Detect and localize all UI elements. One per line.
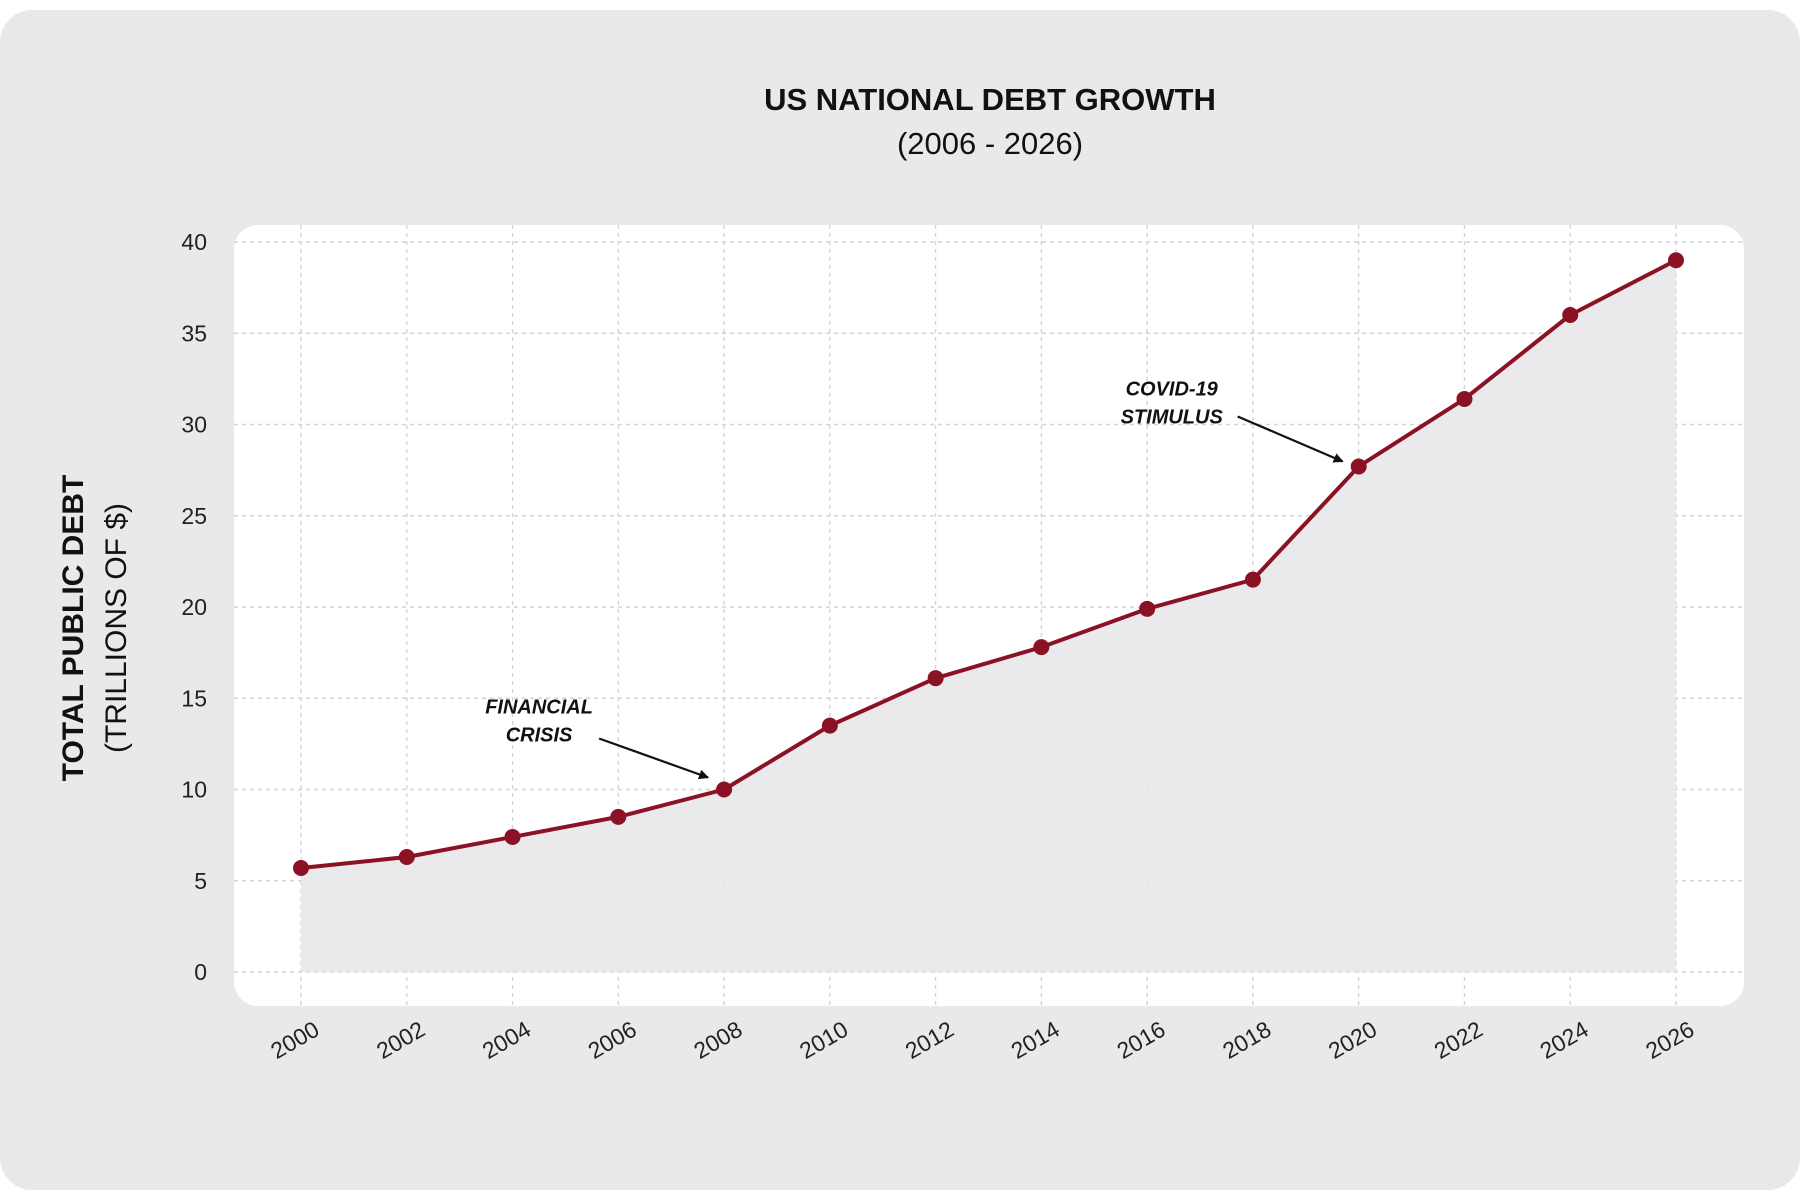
data-point: [293, 859, 309, 876]
data-point: [398, 849, 415, 866]
data-point: [821, 717, 838, 734]
series-line: [299, 258, 1678, 870]
y-tick-label: 30: [181, 412, 207, 438]
x-tick-label: 2018: [1218, 1016, 1275, 1064]
data-point: [1350, 458, 1367, 475]
data-point: [1562, 307, 1579, 323]
x-tick-label: 2002: [372, 1016, 429, 1064]
y-axis-ticks: 0 5 10 15 20 25 30 35 40: [181, 229, 207, 985]
x-tick-label: 2010: [795, 1016, 852, 1064]
annotation-text: FINANCIAL: [485, 697, 593, 719]
y-axis-unit-label: (TRILLIONS OF $): [100, 503, 133, 753]
data-point: [1668, 252, 1684, 269]
data-point: [610, 808, 627, 825]
annotation-text: CRISIS: [506, 725, 573, 747]
x-tick-label: 2012: [901, 1016, 958, 1064]
x-tick-label: 2026: [1641, 1016, 1698, 1064]
annotation-arrow: [1237, 415, 1344, 463]
chart-title: US NATIONAL DEBT GROWTH: [764, 82, 1216, 117]
y-tick-label: 25: [181, 503, 207, 529]
y-tick-label: 5: [194, 868, 207, 894]
x-tick-label: 2006: [583, 1016, 640, 1064]
x-tick-label: 2020: [1324, 1016, 1381, 1064]
y-tick-label: 0: [194, 959, 207, 985]
annotation-arrow: [598, 737, 710, 780]
data-point: [1033, 639, 1050, 656]
y-tick-label: 20: [181, 594, 207, 620]
y-axis-label: TOTAL PUBLIC DEBT: [57, 475, 90, 782]
data-point: [716, 781, 733, 798]
annotation-text: COVID-19: [1126, 378, 1219, 400]
data-point: [1244, 571, 1261, 588]
y-tick-label: 35: [181, 320, 207, 346]
y-tick-label: 10: [181, 777, 207, 803]
data-point: [1139, 600, 1156, 617]
x-tick-label: 2024: [1535, 1016, 1592, 1064]
x-axis-ticks: 2000 2002 2004 2006 2008 2010 2012 2014 2016 2018…: [266, 1016, 1698, 1064]
data-point: [1456, 390, 1473, 407]
x-tick-label: 2016: [1112, 1016, 1169, 1064]
annotations: FINANCIAL CRISIS COVID-19 STIMULUS: [485, 378, 1344, 780]
y-tick-label: 15: [181, 685, 207, 711]
y-tick-label: 40: [181, 229, 207, 255]
x-tick-label: 2000: [266, 1016, 323, 1064]
series-line-layer: [299, 258, 1678, 870]
annotation-text: STIMULUS: [1121, 406, 1224, 428]
area-fill-layer: [301, 260, 1676, 972]
x-tick-label: 2008: [689, 1016, 746, 1064]
data-point: [504, 828, 521, 845]
x-tick-label: 2014: [1007, 1016, 1064, 1064]
area-fill: [301, 260, 1676, 972]
data-point: [927, 670, 944, 687]
data-points: [293, 252, 1684, 876]
x-tick-label: 2022: [1430, 1016, 1487, 1064]
chart-subtitle: (2006 - 2026): [897, 126, 1083, 161]
x-tick-label: 2004: [478, 1016, 535, 1064]
